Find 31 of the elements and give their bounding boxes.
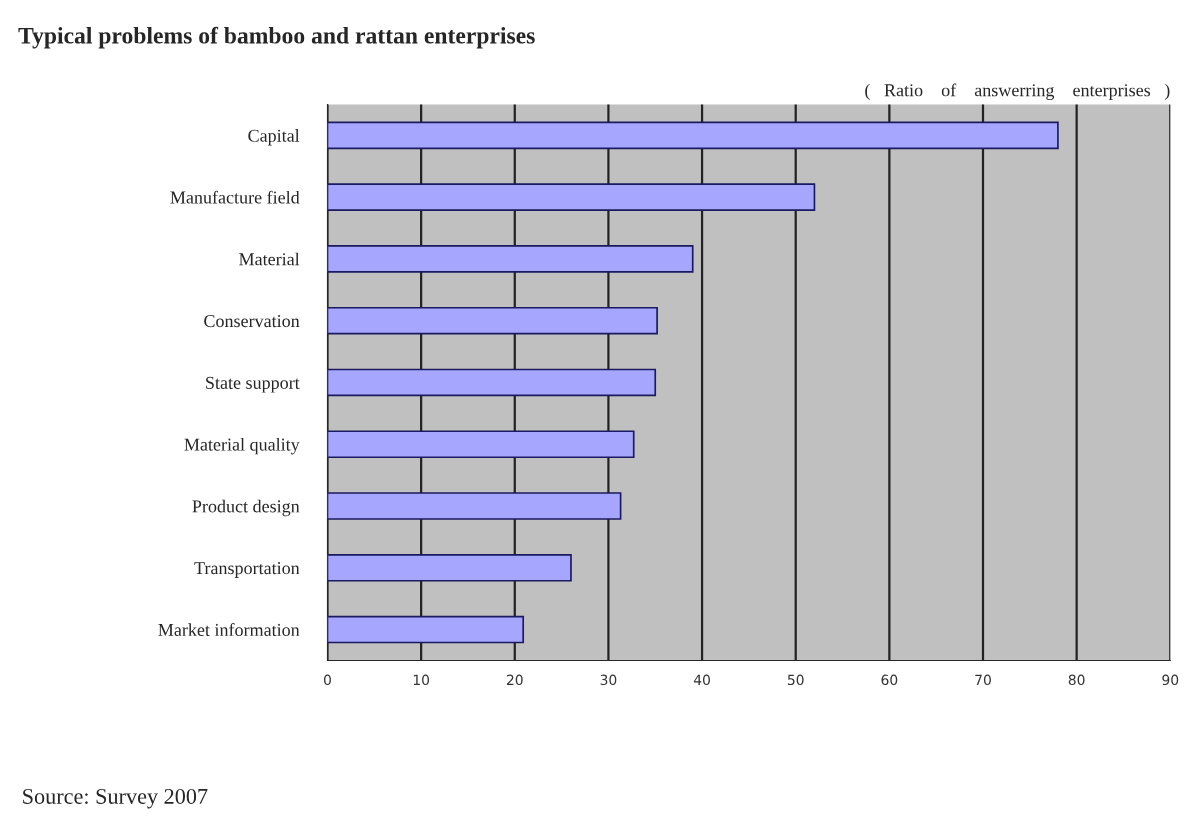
x-axis-title: ( Ratio of answerring enterprises ) (865, 83, 1170, 101)
x-tick-label: 20 (506, 674, 523, 686)
y-tick-label: Transportation (194, 562, 300, 578)
y-tick-label: Material quality (184, 437, 300, 455)
x-tick-label: 0 (323, 674, 331, 686)
y-tick-label: Manufacture field (170, 190, 300, 204)
bar (327, 183, 816, 211)
y-tick-label: Conservation (204, 315, 300, 328)
chart-title: Typical problems of bamboo and rattan enterprises (18, 26, 535, 49)
bar (327, 306, 658, 335)
y-tick-label: State support (206, 376, 300, 393)
x-tick-label: 10 (413, 674, 430, 686)
y-tick-label: Capital (248, 129, 300, 146)
bar (327, 615, 525, 644)
bar (327, 492, 622, 520)
y-tick-label: Market information (158, 623, 300, 636)
x-tick-label: 60 (881, 674, 898, 686)
source-note: Source: Survey 2007 (23, 788, 208, 809)
bar (327, 430, 635, 459)
y-tick-label: Material (239, 252, 300, 266)
x-tick-label: 90 (1162, 674, 1179, 686)
x-tick-label: 70 (975, 674, 991, 686)
bar (327, 553, 572, 582)
bar (327, 368, 657, 397)
x-tick-label: 50 (787, 674, 804, 686)
bar (327, 121, 1059, 150)
bar (327, 245, 694, 273)
x-tick-label: 80 (1068, 674, 1085, 686)
x-tick-label: 30 (600, 674, 617, 686)
y-tick-label: Product design (192, 499, 300, 517)
x-tick-label: 40 (693, 674, 710, 686)
